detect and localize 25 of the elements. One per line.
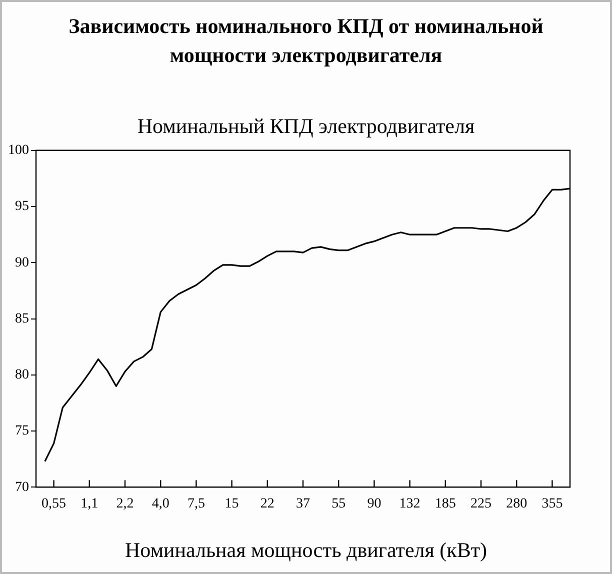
x-tick-label: 4,0 [152, 496, 170, 512]
x-tick-label: 55 [332, 496, 346, 512]
x-tick-label: 22 [260, 496, 274, 512]
x-tick-label: 225 [470, 496, 492, 512]
x-tick-label: 7,5 [187, 496, 205, 512]
x-axis-title: Номинальная мощность двигателя (кВт) [124, 538, 488, 563]
x-tick-label: 90 [367, 496, 382, 512]
x-tick-label: 185 [434, 496, 456, 512]
y-tick-label: 85 [15, 311, 29, 326]
chart-title: Зависимость номинального КПД от номинальной мощности электродвигателя [68, 13, 544, 69]
y-tick-label: 100 [8, 143, 29, 158]
x-tick-label: 0,55 [42, 496, 66, 512]
y-tick-label: 90 [15, 255, 29, 270]
x-tick-label: 132 [399, 496, 420, 512]
x-tick-label: 37 [296, 496, 310, 512]
y-tick-label: 70 [15, 480, 29, 495]
x-tick-label: 1,1 [80, 496, 98, 512]
y-tick-label: 95 [15, 199, 29, 214]
x-tick-label: 15 [224, 496, 239, 512]
x-tick-label: 2,2 [116, 496, 134, 512]
x-tick-label: 280 [506, 496, 528, 512]
y-tick-label: 75 [15, 424, 29, 439]
chart-subtitle: Номинальный КПД электродвигателя [136, 114, 476, 139]
y-tick-label: 80 [15, 368, 29, 383]
x-tick-label: 355 [542, 496, 563, 512]
